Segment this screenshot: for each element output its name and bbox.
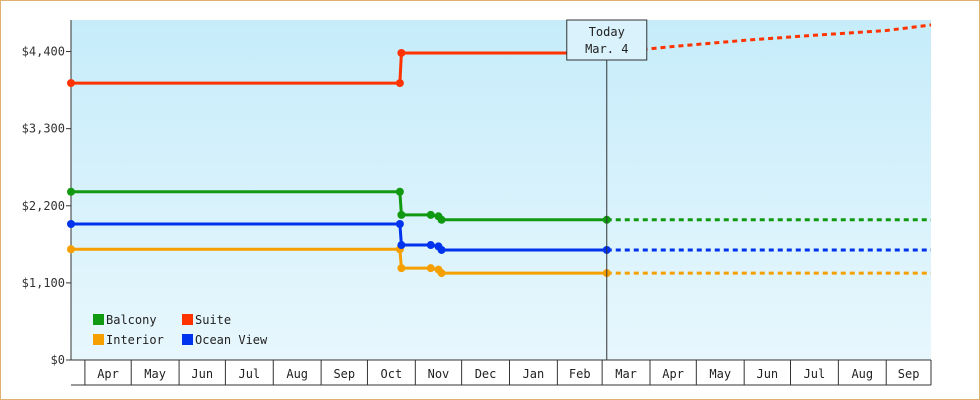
x-tick-label: Sep bbox=[898, 367, 920, 381]
series-line-suite bbox=[71, 51, 607, 85]
x-tick-label: Apr bbox=[662, 367, 684, 381]
today-label: Today bbox=[589, 25, 625, 39]
x-tick-label: Jun bbox=[756, 367, 778, 381]
x-tick-label: Jul bbox=[238, 367, 260, 381]
data-point-balcony bbox=[395, 187, 404, 196]
today-date-label: Mar. 4 bbox=[585, 42, 628, 56]
y-tick-label: $0 bbox=[51, 353, 65, 367]
x-tick-label: Jun bbox=[191, 367, 213, 381]
plot-area bbox=[71, 20, 931, 360]
data-point-interior bbox=[426, 264, 435, 273]
data-point-interior bbox=[67, 245, 75, 254]
data-point-ocean-view bbox=[67, 220, 75, 228]
data-point-balcony bbox=[426, 210, 435, 219]
today-marker: Today Mar. 4 bbox=[566, 19, 648, 360]
data-point-balcony bbox=[397, 210, 406, 219]
today-box bbox=[566, 19, 648, 61]
x-tick-label: May bbox=[709, 367, 731, 381]
legend-label-balcony: Balcony bbox=[106, 313, 157, 327]
x-axis: Apr May Jun Jul Aug Sep Oct Nov Dec Jan Feb Mar Apr M… bbox=[71, 359, 932, 386]
data-point-ocean-view bbox=[426, 241, 435, 250]
x-tick-label: Sep bbox=[333, 367, 355, 381]
data-point-ocean-view bbox=[397, 241, 406, 250]
legend: Balcony Suite Interior Ocean View bbox=[93, 313, 268, 347]
forecast-line-suite bbox=[606, 23, 932, 55]
x-tick-label: Aug bbox=[286, 367, 308, 381]
legend-label-suite: Suite bbox=[195, 313, 231, 327]
legend-swatch-interior bbox=[93, 334, 104, 345]
data-point-interior bbox=[397, 264, 406, 273]
x-tick-label: Jan bbox=[523, 367, 545, 381]
series-lines bbox=[67, 23, 932, 278]
data-point-interior bbox=[437, 269, 446, 278]
data-point-suite bbox=[395, 79, 404, 88]
data-point-suite bbox=[67, 79, 75, 88]
data-point-balcony bbox=[67, 187, 75, 196]
legend-swatch-balcony bbox=[93, 314, 104, 325]
x-tick-label: Jul bbox=[804, 367, 826, 381]
y-tick-label: $4,400 bbox=[22, 45, 65, 59]
legend-label-interior: Interior bbox=[106, 333, 164, 347]
y-tick-label: $3,300 bbox=[22, 122, 65, 136]
x-tick-label: Oct bbox=[381, 367, 403, 381]
x-tick-label: Apr bbox=[97, 367, 119, 381]
x-tick-label: Nov bbox=[428, 367, 450, 381]
x-tick-label: Aug bbox=[851, 367, 873, 381]
data-point-ocean-view bbox=[437, 245, 446, 254]
data-point-balcony bbox=[437, 215, 446, 224]
x-tick-label: Feb bbox=[569, 367, 591, 381]
x-tick-label: Dec bbox=[475, 367, 497, 381]
data-point-ocean-view bbox=[395, 220, 404, 228]
x-tick-label: Mar bbox=[615, 367, 637, 381]
y-axis: $0 $1,100 $2,200 $3,300 $4,400 bbox=[22, 20, 72, 367]
data-point-suite bbox=[397, 48, 406, 57]
legend-swatch-suite bbox=[182, 314, 193, 325]
legend-label-ocean-view: Ocean View bbox=[195, 333, 268, 347]
y-tick-label: $2,200 bbox=[22, 199, 65, 213]
legend-swatch-ocean-view bbox=[182, 334, 193, 345]
y-tick-label: $1,100 bbox=[22, 276, 65, 290]
x-tick-label: May bbox=[144, 367, 166, 381]
